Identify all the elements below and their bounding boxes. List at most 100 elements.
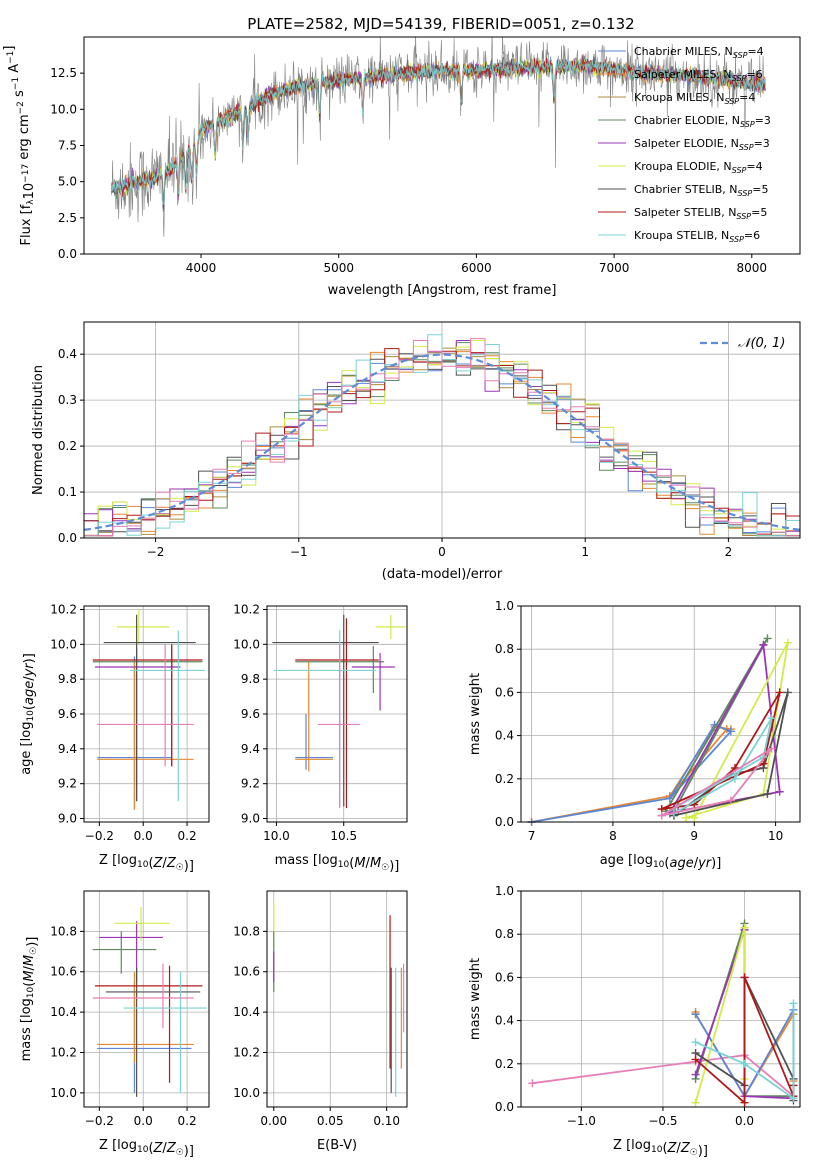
spectrum-lines <box>111 37 766 237</box>
mass-weight-line <box>661 691 781 810</box>
y-tick-label: 12.5 <box>50 66 77 80</box>
x-tick-label: 4000 <box>186 261 217 275</box>
y-tick-label: 10.0 <box>50 637 77 651</box>
legend-entry: Salpeter ELODIE, NSSP=3 <box>634 137 770 152</box>
mass-weight-point <box>783 688 792 697</box>
x-tick-label: 2 <box>725 545 733 559</box>
x-tick-label: 8000 <box>737 261 768 275</box>
legend-entry: Salpeter MILES, NSSP=6 <box>634 68 763 83</box>
mass-weight-point <box>767 744 776 753</box>
mass-weight-point <box>528 1079 537 1088</box>
mass-weight-point <box>726 727 735 736</box>
y-tick-label: 1.0 <box>495 599 514 613</box>
mass-weight-line <box>661 747 773 817</box>
mass-weight-point <box>682 813 691 822</box>
y-tick-label: 0.6 <box>495 970 514 984</box>
mass-weight-point <box>691 1098 700 1107</box>
legend-entry: Chabrier ELODIE, NSSP=3 <box>634 114 771 129</box>
y-tick-label: 0.2 <box>58 439 77 453</box>
y-tick-label: 9.2 <box>58 777 77 791</box>
x-tick-label: 5000 <box>323 261 354 275</box>
y-tick-label: 0.0 <box>58 531 77 545</box>
y-tick-label: 5.0 <box>58 175 77 189</box>
legend-entry: Kroupa MILES, NSSP=4 <box>634 91 755 106</box>
y-tick-label: 10.6 <box>50 965 77 979</box>
x-tick-label: 0 <box>438 545 446 559</box>
y-tick-label: 0.8 <box>495 642 514 656</box>
x-tick-label: 7000 <box>599 261 630 275</box>
x-tick-label: −1 <box>290 545 308 559</box>
normal-curve <box>83 353 801 531</box>
legend-entry: Chabrier STELIB, NSSP=5 <box>634 183 768 198</box>
y-tick-label: 10.2 <box>233 602 260 616</box>
mass-weight-point <box>767 714 776 723</box>
x-tick-label: 7 <box>528 829 536 843</box>
y-tick-label: 10.2 <box>50 602 77 616</box>
mass-weight-point <box>691 1010 700 1019</box>
x-tick-label: 10.5 <box>330 829 357 843</box>
x-axis-label: age [log10(age/yr)] <box>600 853 722 871</box>
y-axis-label: Normed distribution <box>31 365 46 495</box>
x-tick-label: 0.00 <box>260 1114 287 1128</box>
legend-entry: 𝒩(0, 1) <box>738 336 785 351</box>
y-tick-label: 9.0 <box>58 812 77 826</box>
mass-weight-point <box>789 1094 798 1103</box>
mass-weight-point <box>789 999 798 1008</box>
mass-weight-line <box>532 1054 795 1097</box>
axes-frame <box>520 890 801 1108</box>
mass-weight-point <box>726 796 735 805</box>
x-tick-label: 0.2 <box>178 1114 197 1128</box>
mass-weight-line <box>694 927 746 1103</box>
y-tick-label: 0.0 <box>495 1100 514 1114</box>
age-vs-metallicity-panel: −0.2 0.0 0.2 9.0 9.2 9.4 9.6 9.8 10.0 10.2 Z [log1… <box>19 602 210 874</box>
y-tick-label: 9.6 <box>58 707 77 721</box>
spectrum-panel: 4000 5000 6000 7000 8000 0.0 2.5 5.0 7.5 10.0 12.5… <box>2 36 801 298</box>
legend-entry: Salpeter STELIB, NSSP=5 <box>634 206 767 221</box>
axes-frame <box>83 36 801 255</box>
mass-weight-point <box>740 973 749 982</box>
y-tick-label: 10.2 <box>233 1045 260 1059</box>
x-axis-label: wavelength [Angstrom, rest frame] <box>328 283 557 298</box>
axes-frame <box>520 605 801 823</box>
mass-weight-point <box>740 1098 749 1107</box>
x-tick-label: 9 <box>690 829 698 843</box>
x-axis-label: Z [log10(Z/Z☉)] <box>99 1138 194 1159</box>
x-tick-label: 0.0 <box>735 1114 754 1128</box>
mass-weight-vs-metallicity-panel: −1.0 −0.5 0.0 0.0 0.2 0.4 0.6 0.8 1.0 Z [log10(Z/… <box>468 884 801 1159</box>
x-axis-label: Z [log10(Z/Z☉)] <box>613 1138 708 1159</box>
y-tick-label: 0.4 <box>495 729 514 743</box>
y-tick-label: 10.4 <box>233 1005 260 1019</box>
y-tick-label: 9.0 <box>241 812 260 826</box>
legend-entry: Kroupa ELODIE, NSSP=4 <box>634 160 763 175</box>
x-tick-label: −0.5 <box>648 1114 677 1128</box>
y-tick-label: 1.0 <box>495 884 514 898</box>
x-tick-label: −1.0 <box>567 1114 596 1128</box>
x-axis-label: Z [log10(Z/Z☉)] <box>99 853 194 874</box>
model-spectrum <box>111 57 766 205</box>
mass-weight-point <box>691 1055 700 1064</box>
x-tick-label: 0.0 <box>134 1114 153 1128</box>
axes-frame <box>266 890 408 1108</box>
y-tick-label: 9.4 <box>241 742 260 756</box>
y-tick-label: 10.2 <box>50 1045 77 1059</box>
mass-weight-line <box>695 1003 795 1101</box>
mass-vs-ebv-panel: 0.00 0.05 0.10 10.0 10.2 10.4 10.6 10.8 E(B-V) <box>233 890 408 1153</box>
y-tick-label: 0.2 <box>495 772 514 786</box>
legend-entry: Kroupa STELIB, NSSP=6 <box>634 229 760 244</box>
x-tick-label: 0.05 <box>317 1114 344 1128</box>
histogram-step <box>84 338 800 537</box>
mass-weight-point <box>740 923 749 932</box>
y-tick-label: 0.2 <box>495 1057 514 1071</box>
x-tick-label: 8 <box>609 829 617 843</box>
mass-weight-point <box>763 634 772 643</box>
axes-frame <box>83 605 210 823</box>
mass-weight-point <box>740 1059 749 1068</box>
mass-weight-point <box>690 813 699 822</box>
mass-weight-vs-age-panel: 7 8 9 10 0.0 0.2 0.4 0.6 0.8 1.0 age [log10(age/yr… <box>468 599 801 871</box>
mass-weight-point <box>691 1070 700 1079</box>
y-tick-label: 10.6 <box>233 965 260 979</box>
mass-weight-point <box>730 774 739 783</box>
y-tick-label: 0.0 <box>58 247 77 261</box>
y-tick-label: 10.8 <box>233 924 260 938</box>
